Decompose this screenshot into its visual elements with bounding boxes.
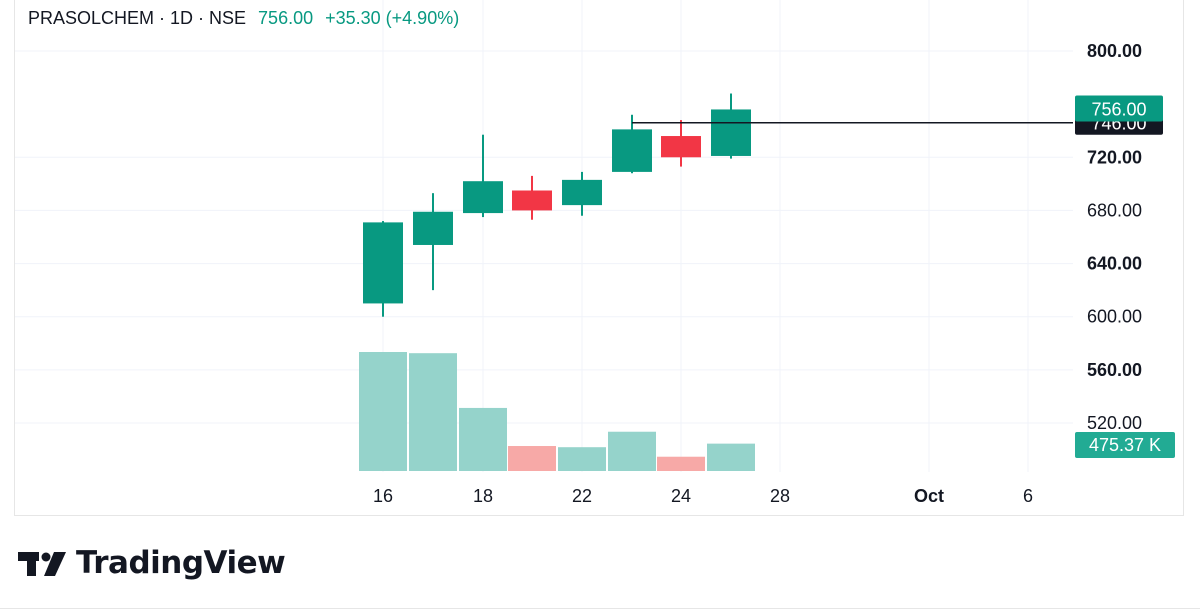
time-tick-label: 16 [373,486,393,506]
price-tick-label: 560.00 [1087,360,1142,380]
price-tick-label: 640.00 [1087,254,1142,274]
last-price-badge [1075,95,1163,122]
price-tick-label: 520.00 [1087,413,1142,433]
candle-body [562,179,602,206]
time-tick-label: 22 [572,486,592,506]
volume-badge [1075,432,1175,458]
price-tick-label: 680.00 [1087,200,1142,220]
tradingview-logo-icon [18,552,66,576]
footer-divider [0,608,1200,609]
last-price-axis-label: 756.00 [1091,99,1146,119]
volume-bar [409,353,457,471]
time-tick-label: 18 [473,486,493,506]
volume-bar [608,431,656,471]
time-tick-label: 24 [671,486,691,506]
price-tick-label: 600.00 [1087,307,1142,327]
candle-body [512,190,552,211]
candle-body [661,136,701,158]
tradingview-logo[interactable]: TradingView [18,545,286,581]
price-tick-label: 720.00 [1087,147,1142,167]
grid [15,0,1073,472]
volume-bar [657,456,705,471]
time-tick-label: 28 [770,486,790,506]
volume-value-label: 475.37 K [1089,435,1161,455]
volume-bar [508,446,556,471]
volume-bar [459,407,507,471]
time-tick-label: Oct [914,486,944,506]
candle-body [612,129,652,172]
candle-body [711,109,751,156]
chart-header: PRASOLCHEM · 1D · NSE 756.00 +35.30 (+4.… [28,8,459,29]
candles [363,93,751,317]
last-price-label: 756.00 [258,8,314,28]
candle-body [463,181,503,214]
volume-bar [359,352,407,471]
volume-bar [707,443,755,471]
price-tick-label: 800.00 [1087,41,1142,61]
brand-name: TradingView [76,545,286,581]
chart-area[interactable]: 746.00 756.00 475.37 K 800.00 720.00 680.00 6… [14,0,1184,516]
symbol-label[interactable]: PRASOLCHEM · 1D · NSE [28,8,247,28]
volume-bar [558,447,606,471]
candle-body [363,222,403,304]
axes: 800.00 720.00 680.00 640.00 600.00 560.00 520.… [373,41,1142,506]
time-tick-label: 6 [1023,486,1033,506]
volume-bars [359,352,755,471]
price-change-label: +35.30 (+4.90%) [325,8,460,28]
candle-body [413,211,453,245]
